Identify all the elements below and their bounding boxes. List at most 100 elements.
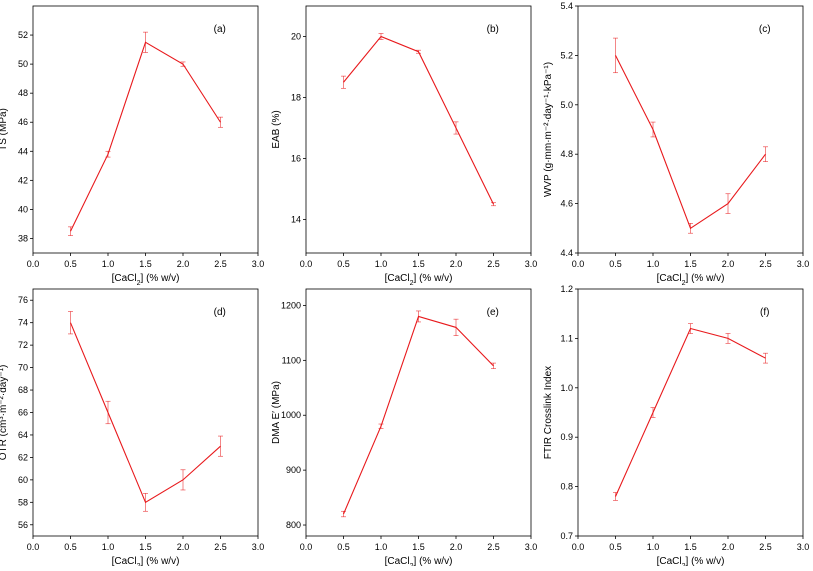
x-tick-label: 1.0 xyxy=(375,542,388,552)
panel-label: (b) xyxy=(487,24,499,35)
x-tick-label: 2.0 xyxy=(177,259,190,269)
y-tick-label: 70 xyxy=(18,363,28,373)
x-tick-label: 2.0 xyxy=(722,542,735,552)
x-tick-label: 1.5 xyxy=(684,542,697,552)
y-tick-label: 4.6 xyxy=(560,199,573,209)
x-axis-label: [CaCl2] (% w/v) xyxy=(112,556,180,566)
y-tick-label: 72 xyxy=(18,340,28,350)
y-tick-label: 20 xyxy=(291,31,301,41)
y-tick-label: 74 xyxy=(18,318,28,328)
x-axis-label: [CaCl2] (% w/v) xyxy=(385,556,453,566)
y-tick-label: 5.2 xyxy=(560,50,573,60)
x-tick-label: 1.5 xyxy=(412,542,425,552)
x-tick-label: 2.0 xyxy=(177,542,190,552)
chart-panel: 0.0 0.5 1.0 1.5 2.0 2.5 3.0 0.7 0.8 0.9 1.0 1.1 1.2 [… xyxy=(543,284,809,570)
y-tick-label: 1.1 xyxy=(560,333,573,343)
plot-frame xyxy=(305,288,532,537)
x-tick-label: 2.5 xyxy=(487,542,500,552)
x-axis-label: [CaCl2] (% w/v) xyxy=(385,273,453,287)
x-tick-label: 0.0 xyxy=(27,259,40,269)
y-tick-label: 900 xyxy=(286,465,301,475)
y-tick-label: 46 xyxy=(18,117,28,127)
y-tick-label: 5.4 xyxy=(560,1,573,11)
panel-label: (d) xyxy=(214,307,226,318)
x-tick-label: 3.0 xyxy=(525,542,538,552)
y-tick-label: 44 xyxy=(18,146,28,156)
x-tick-label: 2.5 xyxy=(759,259,772,269)
y-tick-label: 76 xyxy=(18,295,28,305)
y-tick-label: 66 xyxy=(18,408,28,418)
y-tick-label: 60 xyxy=(18,475,28,485)
y-tick-label: 16 xyxy=(291,153,301,163)
y-axis-label: OTR (cm³·m⁻²·day⁻¹) xyxy=(0,365,9,461)
x-tick-label: 0.5 xyxy=(609,542,622,552)
x-tick-label: 1.5 xyxy=(684,259,697,269)
chart-panel: 0.0 0.5 1.0 1.5 2.0 2.5 3.0 38 40 42 44 46 48 50 52 [Ca… xyxy=(0,5,265,287)
y-axis-label: DMA E′ (MPa) xyxy=(271,381,282,444)
x-tick-label: 0.5 xyxy=(609,259,622,269)
y-tick-label: 5.0 xyxy=(560,100,573,110)
y-tick-label: 50 xyxy=(18,59,28,69)
y-tick-label: 18 xyxy=(291,92,301,102)
series-line xyxy=(343,35,494,205)
y-tick-label: 68 xyxy=(18,385,28,395)
x-tick-label: 0.0 xyxy=(572,259,585,269)
x-tick-label: 0.5 xyxy=(337,542,350,552)
x-tick-label: 1.0 xyxy=(102,542,115,552)
y-tick-label: 1100 xyxy=(282,355,301,365)
x-tick-label: 2.0 xyxy=(450,259,463,269)
x-tick-label: 2.0 xyxy=(450,542,463,552)
y-tick-label: 56 xyxy=(18,520,28,530)
y-axis-label: EAB (%) xyxy=(271,110,282,148)
x-tick-label: 3.0 xyxy=(252,259,265,269)
series-line xyxy=(615,55,766,230)
y-tick-label: 1000 xyxy=(281,410,301,420)
x-tick-label: 0.5 xyxy=(337,259,350,269)
y-tick-label: 0.9 xyxy=(560,432,573,442)
plot-frame xyxy=(305,5,532,254)
chart-panel: 0.0 0.5 1.0 1.5 2.0 2.5 3.0 14 16 18 20 [CaCl2] (% … xyxy=(271,5,538,287)
panel-label: (e) xyxy=(487,307,499,318)
y-tick-label: 62 xyxy=(18,452,28,462)
x-tick-label: 2.5 xyxy=(214,259,227,269)
x-tick-label: 1.0 xyxy=(102,259,115,269)
x-tick-label: 1.5 xyxy=(139,259,152,269)
y-tick-label: 42 xyxy=(18,175,28,185)
y-tick-label: 52 xyxy=(18,30,28,40)
panel-label: (a) xyxy=(214,24,226,35)
y-tick-label: 48 xyxy=(18,88,28,98)
x-tick-label: 0.0 xyxy=(572,542,585,552)
x-tick-label: 2.5 xyxy=(759,542,772,552)
y-tick-label: 0.7 xyxy=(560,531,573,541)
x-tick-label: 0.5 xyxy=(64,259,77,269)
x-tick-label: 2.5 xyxy=(214,542,227,552)
y-tick-label: 14 xyxy=(291,214,301,224)
plot-frame xyxy=(577,5,804,254)
chart-panel: 0.0 0.5 1.0 1.5 2.0 2.5 3.0 4.4 4.6 4.8 5.0 5.2 5.4 [… xyxy=(543,1,809,287)
series-line xyxy=(342,315,494,515)
x-axis-label: [CaCl2] (% w/v) xyxy=(657,273,725,287)
panel-label: (f) xyxy=(760,307,769,318)
y-tick-label: 1200 xyxy=(281,300,301,310)
x-tick-label: 0.5 xyxy=(64,542,77,552)
x-tick-label: 0.0 xyxy=(300,259,313,269)
x-tick-label: 3.0 xyxy=(525,259,538,269)
x-tick-label: 3.0 xyxy=(797,259,810,269)
y-tick-label: 38 xyxy=(18,233,28,243)
x-tick-label: 0.0 xyxy=(27,542,40,552)
chart-panel: 0.0 0.5 1.0 1.5 2.0 2.5 3.0 800 900 1000 1100 1200 [… xyxy=(271,288,538,570)
x-tick-label: 2.0 xyxy=(722,259,735,269)
x-tick-label: 1.5 xyxy=(412,259,425,269)
x-axis-label: [CaCl2] (% w/v) xyxy=(112,273,180,287)
y-tick-label: 0.8 xyxy=(560,482,573,492)
y-axis-label: TS (MPa) xyxy=(0,108,9,151)
series-line xyxy=(614,327,766,497)
x-tick-label: 1.0 xyxy=(375,259,388,269)
y-tick-label: 4.8 xyxy=(560,149,573,159)
y-tick-label: 1.0 xyxy=(560,383,573,393)
x-tick-label: 1.0 xyxy=(647,259,660,269)
y-axis-label: WVP (g·mm·m⁻²·day⁻¹·kPa⁻¹) xyxy=(543,62,554,197)
chart-panel: 0.0 0.5 1.0 1.5 2.0 2.5 3.0 56 58 60 62 64 66 68 70 72 7… xyxy=(0,288,264,570)
